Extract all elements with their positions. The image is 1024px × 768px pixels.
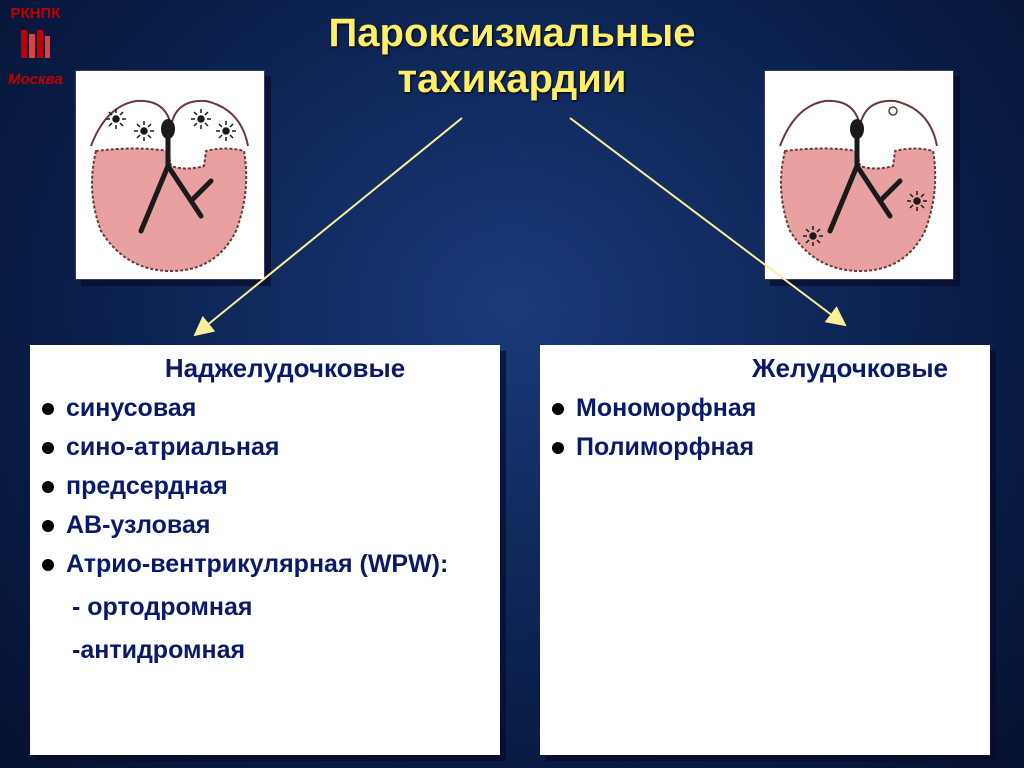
sub-item: -антидромная xyxy=(72,636,488,665)
bullet-icon xyxy=(552,442,564,454)
slide-title: Пароксизмальные тахикардии xyxy=(329,10,696,102)
bullet-icon xyxy=(552,403,564,415)
item-text: АВ-узловая xyxy=(66,511,210,540)
bullet-icon xyxy=(42,559,54,571)
panel-ventricular: Желудочковые Мономорфная Полиморфная xyxy=(540,345,990,755)
title-line-2: тахикардии xyxy=(329,56,696,102)
item-text: Полиморфная xyxy=(576,433,754,462)
title-line-1: Пароксизмальные xyxy=(329,10,696,56)
heart-diagram-left xyxy=(75,70,265,280)
item-text: Атрио-вентрикулярная (WPW): xyxy=(66,550,448,579)
org-label: РКНПК xyxy=(8,5,63,22)
list-item: Мономорфная xyxy=(552,394,978,423)
institution-logo: РКНПК Москва xyxy=(8,5,63,88)
heart-diagram-right xyxy=(764,70,954,280)
bullet-icon xyxy=(42,481,54,493)
item-text: синусовая xyxy=(66,394,196,423)
list-item: АВ-узловая xyxy=(42,511,488,540)
panel-supraventricular: Наджелудочковые синусовая сино-атриальна… xyxy=(30,345,500,755)
bullet-icon xyxy=(42,520,54,532)
bullet-icon xyxy=(42,442,54,454)
panel-right-heading: Желудочковые xyxy=(552,353,978,384)
item-text: Мономорфная xyxy=(576,394,756,423)
list-item: Полиморфная xyxy=(552,433,978,462)
list-item: предсердная xyxy=(42,472,488,501)
item-text: сино-атриальная xyxy=(66,433,280,462)
list-item: сино-атриальная xyxy=(42,433,488,462)
list-item: Атрио-вентрикулярная (WPW): xyxy=(42,550,488,579)
list-item: синусовая xyxy=(42,394,488,423)
sub-item: - ортодромная xyxy=(72,593,488,622)
bullet-icon xyxy=(42,403,54,415)
city-label: Москва xyxy=(8,71,63,88)
logo-icon xyxy=(15,24,55,64)
panel-left-heading: Наджелудочковые xyxy=(82,353,488,384)
item-text: предсердная xyxy=(66,472,228,501)
